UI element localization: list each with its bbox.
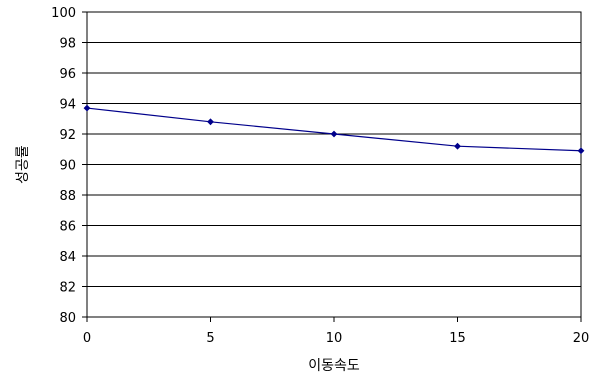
- data-point-10: [330, 130, 338, 138]
- x-tick-label: 0: [83, 331, 91, 346]
- x-tick-label: 10: [326, 331, 343, 346]
- y-tick-label: 94: [59, 98, 76, 113]
- x-tick-label: 20: [573, 331, 590, 346]
- data-point-0: [83, 104, 91, 112]
- y-tick-label: 82: [59, 281, 76, 296]
- x-tick-label: 5: [206, 331, 214, 346]
- data-point-20: [577, 147, 585, 155]
- y-tick-label: 92: [59, 128, 76, 143]
- y-tick-label: 96: [59, 67, 76, 82]
- y-axis-ticks: 80 82 84 86 88 90 92 94 96 98 100: [51, 6, 87, 326]
- y-tick-label: 88: [59, 189, 76, 204]
- y-tick-label: 98: [59, 37, 76, 52]
- x-tick-label: 15: [449, 331, 466, 346]
- y-axis-label: 성공률: [15, 145, 31, 184]
- y-tick-label: 100: [51, 6, 76, 21]
- y-tick-label: 84: [59, 250, 76, 265]
- series-layer: [83, 104, 585, 155]
- y-tick-label: 80: [59, 311, 76, 326]
- y-tick-label: 90: [59, 159, 76, 174]
- x-axis-ticks: 0 5 10 15 20: [83, 317, 589, 346]
- y-tick-label: 86: [59, 220, 76, 235]
- data-point-15: [454, 142, 461, 150]
- data-point-5: [207, 118, 214, 126]
- x-axis-label: 이동속도: [308, 358, 360, 374]
